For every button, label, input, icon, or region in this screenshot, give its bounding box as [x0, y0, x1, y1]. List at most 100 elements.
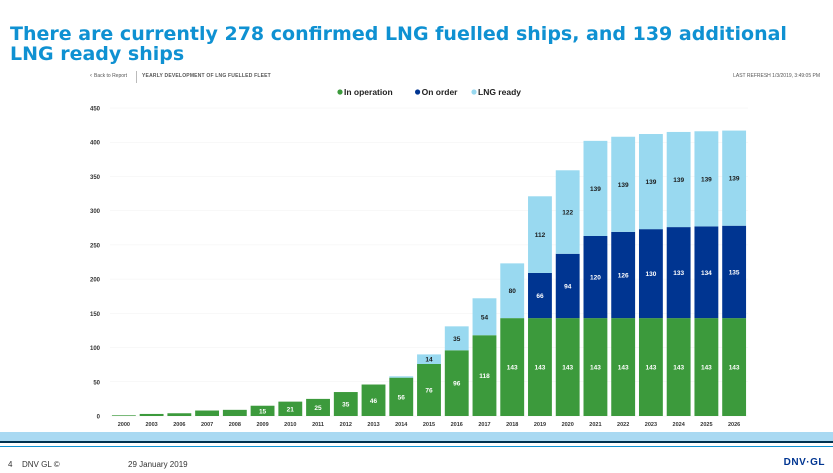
data-label: 143: [507, 365, 518, 372]
data-label: 143: [535, 365, 546, 372]
data-label: 25: [314, 405, 322, 412]
bar-in-operation: [444, 350, 469, 416]
data-label: 133: [673, 270, 684, 277]
dnvgl-logo: DNV·GL: [783, 457, 825, 468]
legend-marker: [337, 89, 343, 95]
report-toolbar: ‹ Back to Report YEARLY DEVELOPMENT OF LN…: [90, 71, 820, 83]
x-tick-label: 2015: [423, 422, 435, 428]
bar-lng-ready: [555, 170, 580, 254]
toolbar-divider: [136, 71, 137, 83]
x-tick-label: 2012: [340, 422, 352, 428]
y-tick-label: 350: [90, 175, 101, 181]
bar-on-order: [666, 227, 691, 319]
y-tick-label: 400: [90, 141, 101, 147]
bar-in-operation: [278, 401, 303, 416]
data-label: 143: [562, 365, 573, 372]
bar-on-order: [611, 231, 636, 319]
chart-canvas: In operation On order LNG ready 0 50 100 150 2…: [90, 87, 748, 428]
data-label: 143: [590, 365, 601, 372]
bar-on-order: [528, 272, 552, 319]
y-tick-label: 300: [90, 209, 101, 215]
x-tick-label: 2014: [395, 422, 408, 428]
x-tick-label: 2022: [617, 422, 629, 428]
chevron-left-icon: ‹: [90, 73, 92, 79]
legend-marker: [415, 89, 421, 95]
chart-legend: In operation On order LNG ready: [337, 87, 521, 97]
bar-on-order: [638, 229, 663, 319]
data-label: 66: [536, 293, 544, 300]
data-label: 76: [425, 387, 433, 394]
data-label: 120: [590, 275, 601, 282]
x-tick-label: 2011: [312, 422, 324, 428]
footer-date: 29 January 2019: [128, 460, 188, 469]
bar-on-order: [583, 235, 608, 319]
data-label: 139: [590, 186, 601, 193]
page-number: 4: [8, 460, 13, 469]
data-label: 143: [729, 365, 740, 372]
slide-title: There are currently 278 confirmed LNG fu…: [10, 23, 787, 65]
data-label: 35: [342, 402, 350, 409]
x-tick-label: 2006: [173, 422, 185, 428]
y-tick-label: 250: [90, 243, 101, 249]
bar-lng-ready: [722, 130, 747, 226]
bar-in-operation: [694, 318, 719, 416]
footer-line-accent: [0, 446, 833, 447]
bar-in-operation: [250, 405, 275, 416]
bar-in-operation: [583, 318, 608, 416]
bar-in-operation: [195, 410, 220, 416]
bar-in-operation: [500, 318, 525, 416]
data-label: 126: [618, 273, 629, 280]
data-label: 46: [370, 398, 378, 405]
x-tick-label: 2010: [284, 422, 296, 428]
bar-in-operation: [333, 392, 358, 416]
data-label: 80: [509, 288, 517, 295]
x-tick-label: 2007: [201, 422, 213, 428]
data-label: 135: [729, 269, 740, 276]
data-label: 112: [535, 232, 546, 239]
data-label: 35: [453, 336, 461, 343]
x-tick-label: 2021: [589, 422, 601, 428]
footer-line: [0, 441, 833, 443]
back-to-report-link[interactable]: ‹ Back to Report: [90, 73, 127, 79]
bar-lng-ready: [666, 131, 691, 228]
x-tick-label: 2018: [506, 422, 518, 428]
bar-lng-ready: [528, 196, 552, 273]
legend-label: LNG ready: [478, 87, 521, 97]
x-tick-label: 2025: [700, 422, 712, 428]
data-label: 143: [618, 365, 629, 372]
x-tick-label: 2016: [451, 422, 463, 428]
bar-in-operation: [167, 413, 192, 416]
bar-in-operation: [666, 318, 691, 416]
data-label: 139: [701, 176, 712, 183]
bar-in-operation: [389, 377, 414, 416]
x-tick-label: 2019: [534, 422, 546, 428]
back-to-report-label: Back to Report: [94, 73, 128, 79]
x-tick-label: 2026: [728, 422, 740, 428]
bar-in-operation: [638, 318, 663, 416]
footer-band: [0, 432, 833, 441]
data-label: 96: [453, 381, 461, 388]
data-label: 15: [259, 408, 267, 415]
bar-in-operation: [361, 384, 386, 416]
data-label: 118: [479, 373, 490, 380]
copyright-text: DNV GL ©: [22, 460, 60, 469]
bar-lng-ready: [472, 298, 497, 336]
bar-in-operation: [306, 398, 330, 416]
x-tick-label: 2023: [645, 422, 657, 428]
data-label: 21: [287, 406, 295, 413]
x-tick-label: 2017: [478, 422, 490, 428]
x-tick-label: 2024: [673, 422, 686, 428]
slide-footer: 4 DNV GL © 29 January 2019 DNV·GL: [0, 457, 833, 471]
bar-lng-ready: [417, 354, 441, 364]
y-tick-label: 100: [90, 346, 101, 352]
bar-in-operation: [722, 318, 747, 416]
x-tick-label: 2020: [562, 422, 574, 428]
bar-on-order: [555, 253, 580, 319]
data-label: 139: [729, 176, 740, 183]
bar-in-operation: [111, 415, 136, 416]
bar-lng-ready: [389, 376, 414, 378]
data-label: 139: [618, 182, 629, 189]
data-label: 14: [425, 357, 433, 364]
bar-in-operation: [528, 318, 552, 416]
x-tick-label: 2013: [367, 422, 379, 428]
